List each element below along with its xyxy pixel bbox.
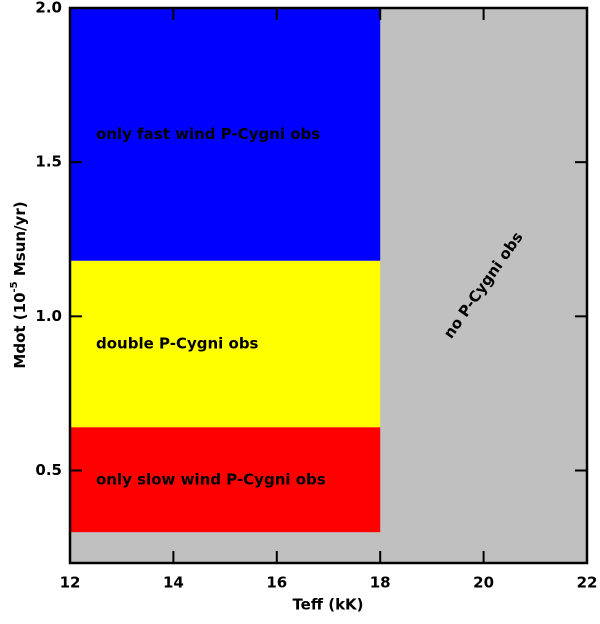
region-label: only slow wind P-Cygni obs [96, 470, 326, 488]
x-tick-label: 18 [370, 574, 391, 592]
x-axis-label: Teff (kK) [292, 596, 363, 614]
region [70, 427, 381, 533]
y-tick-label: 1.0 [35, 307, 62, 325]
x-tick-label: 16 [266, 574, 287, 592]
region-label: double P-Cygni obs [96, 335, 259, 353]
plot-frame [68, 6, 589, 565]
y-tick-label: 0.5 [35, 461, 62, 479]
x-tick-label: 12 [60, 574, 81, 592]
y-tick-label: 2.0 [35, 0, 62, 17]
region [70, 260, 381, 428]
y-label-text: Mdot (10 [11, 292, 29, 368]
x-tick-label: 14 [163, 574, 184, 592]
region [70, 8, 381, 261]
x-tick-label: 22 [577, 574, 598, 592]
y-axis-label: Mdot (10-5 Msun/yr) [9, 201, 29, 368]
x-tick-label: 20 [473, 574, 494, 592]
y-label-unit: Msun/yr) [11, 201, 29, 281]
y-label-exponent: -5 [9, 281, 20, 292]
y-tick-label: 1.5 [35, 153, 62, 171]
region-label: only fast wind P-Cygni obs [96, 125, 320, 143]
